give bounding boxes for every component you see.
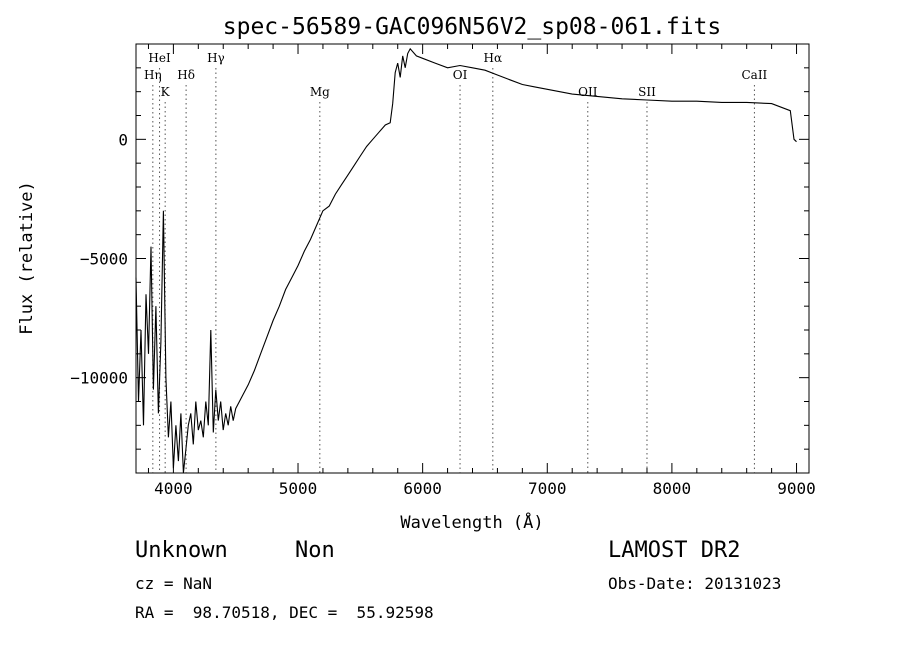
x-tick-label: 8000: [653, 479, 692, 498]
spectrum-plot: spec-56589-GAC096N56V2_sp08-061.fits HηH…: [17, 14, 816, 533]
spectral-line-label: Hδ: [177, 68, 195, 82]
spectral-line-markers: Hη HeI K Hδ Hγ Mg OI Hα OII SII CaII: [144, 51, 768, 473]
x-tick-label: 4000: [154, 479, 193, 498]
y-axis-label: Flux (relative): [17, 181, 37, 335]
x-tick-label: 6000: [403, 479, 442, 498]
redshift-label: cz = NaN: [135, 574, 213, 593]
y-tick-label: −5000: [80, 250, 128, 269]
plot-frame: [135, 43, 810, 474]
obs-date-label: Obs-Date: 20131023: [608, 574, 782, 593]
chart-title: spec-56589-GAC096N56V2_sp08-061.fits: [223, 14, 722, 40]
spectral-line-label: CaII: [741, 68, 767, 82]
spectral-line-label: K: [161, 85, 171, 99]
spectral-line-label: OI: [453, 68, 468, 82]
spectral-line-label: Hγ: [207, 51, 225, 65]
spectral-line-label: SII: [638, 85, 656, 99]
y-tick-label: −10000: [70, 369, 128, 388]
spectral-line-label: OII: [578, 85, 598, 99]
spectral-line-label: Mg: [310, 85, 330, 99]
survey-label: LAMOST DR2: [608, 538, 741, 563]
spectral-line-label: Hα: [484, 51, 503, 65]
coordinates-label: RA = 98.70518, DEC = 55.92598: [135, 603, 434, 622]
subclass-label: Non: [295, 538, 335, 563]
spectral-line-label: Hη: [144, 68, 162, 82]
x-tick-label: 7000: [528, 479, 567, 498]
spectral-line-label: HeI: [148, 51, 171, 65]
axis-ticks: 4000 5000 6000 7000 8000 9000 0 −5000 −10000: [70, 43, 816, 498]
x-tick-label: 5000: [279, 479, 318, 498]
y-tick-label: 0: [118, 130, 128, 149]
spectrum-series-line: [135, 47, 797, 474]
classification-label: Unknown: [135, 538, 228, 563]
x-tick-label: 9000: [777, 479, 816, 498]
x-axis-label: Wavelength (Å): [400, 511, 543, 533]
